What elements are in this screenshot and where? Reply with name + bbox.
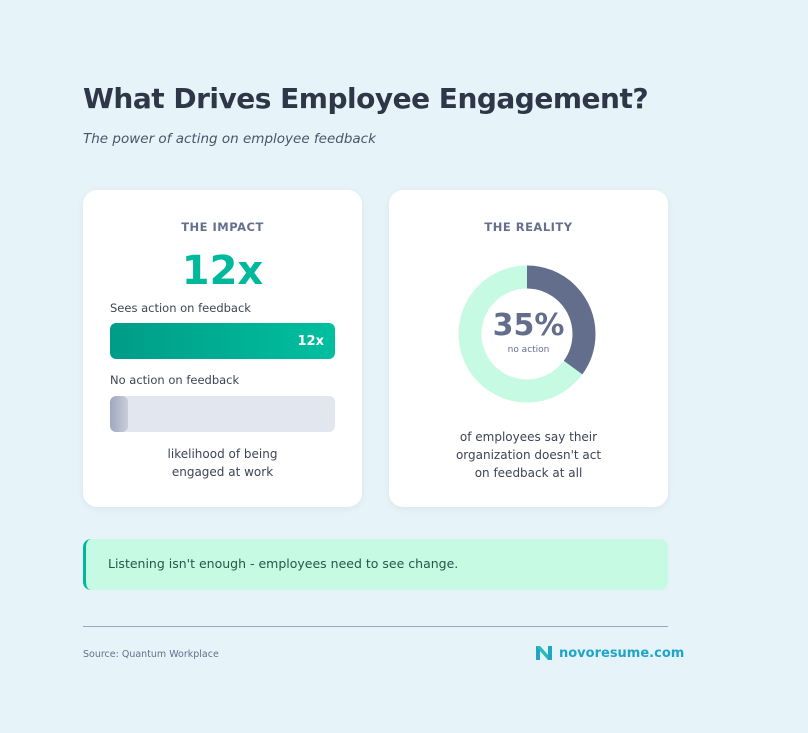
reality-caption-1: of employees say their: [459, 430, 598, 444]
impact-card: THE IMPACT 12x Sees action on feedback 1…: [83, 190, 362, 507]
impact-heading: THE IMPACT: [181, 220, 264, 234]
page-title: What Drives Employee Engagement?: [83, 82, 649, 115]
impact-caption-1: likelihood of being: [167, 447, 278, 461]
donut-percent: 35%: [492, 308, 565, 343]
reality-caption-3: on feedback at all: [474, 466, 583, 480]
brand-name: novoresume.com: [559, 645, 685, 661]
source-text: Source: Quantum Workplace: [83, 649, 219, 660]
reality-card: THE REALITY 35% no action of employees s…: [389, 190, 668, 507]
bar-label-no-action: No action on feedback: [110, 373, 240, 387]
reality-caption-2: organization doesn't act: [455, 448, 602, 462]
donut-chart: [458, 265, 596, 403]
bar-no-action-fill: [110, 396, 128, 432]
bar-no-action: [110, 396, 335, 432]
page-subtitle: The power of acting on employee feedback: [83, 131, 376, 147]
bar-label-action: Sees action on feedback: [110, 301, 251, 315]
footer-divider: [83, 626, 668, 627]
reality-heading: THE REALITY: [484, 220, 573, 234]
bar-action: 12x: [110, 323, 335, 359]
impact-big-value: 12x: [181, 248, 264, 294]
bar-action-value: 12x: [297, 333, 324, 349]
brand-logo: novoresume.com: [535, 645, 684, 661]
novoresume-logo-icon: [536, 646, 552, 660]
bar-action-fill: 12x: [110, 323, 335, 359]
donut-sub-label: no action: [507, 345, 550, 355]
callout-banner: Listening isn't enough - employees need …: [83, 539, 668, 590]
donut-highlight-segment: [458, 265, 596, 403]
impact-caption-2: engaged at work: [171, 465, 274, 479]
